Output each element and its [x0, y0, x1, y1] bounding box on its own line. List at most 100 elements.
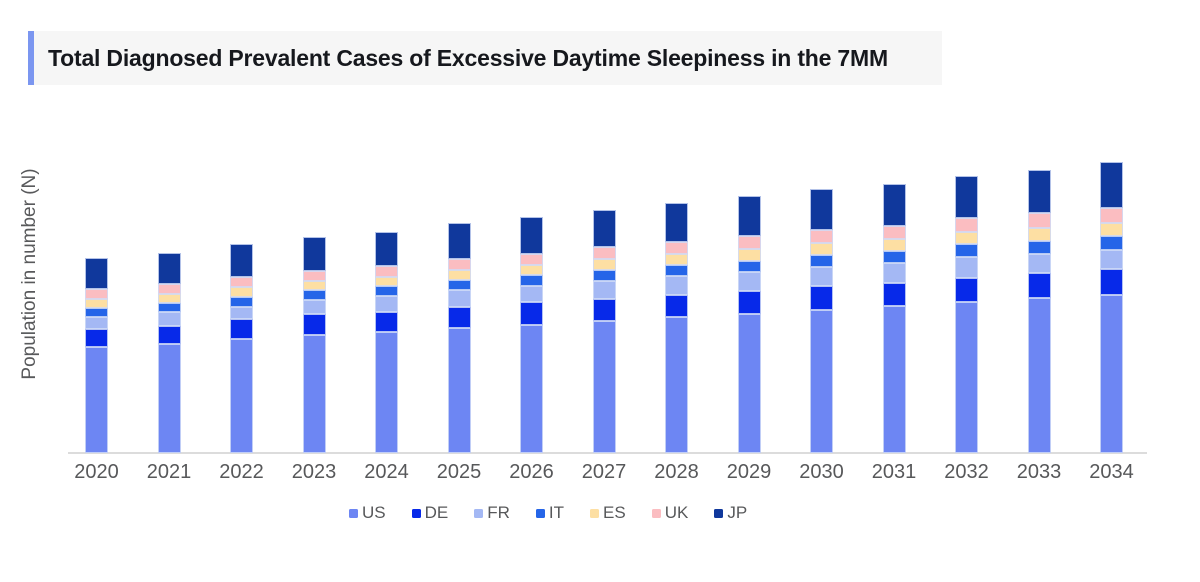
bar-segment-es-2022	[230, 287, 253, 297]
legend-item-jp[interactable]: JP	[714, 503, 747, 523]
bar-segment-it-2020	[85, 308, 108, 317]
title-accent-bar	[28, 31, 34, 85]
page-title: Total Diagnosed Prevalent Cases of Exces…	[48, 44, 888, 71]
legend-item-it[interactable]: IT	[535, 503, 565, 523]
x-tick-label-2020: 2020	[74, 461, 119, 483]
title-background: Total Diagnosed Prevalent Cases of Exces…	[34, 31, 942, 85]
bar-2028	[665, 203, 688, 453]
legend-label-it: IT	[548, 503, 565, 522]
x-tick-label-2033: 2033	[1016, 461, 1062, 483]
bar-segment-fr-2022	[230, 307, 253, 319]
bar-segment-fr-2030	[810, 267, 833, 286]
bar-segment-it-2027	[592, 270, 616, 281]
bar-segment-de-2025	[447, 307, 471, 328]
bar-segment-us-2028	[665, 317, 688, 453]
x-tick-label-2027: 2027	[581, 461, 627, 483]
legend-marker-es	[590, 508, 600, 518]
bar-segment-es-2023	[302, 281, 326, 290]
bar-segment-de-2032	[955, 278, 978, 302]
bar-segment-jp-2020	[85, 258, 108, 289]
legend-marker-uk	[651, 508, 661, 518]
bar-segment-fr-2027	[592, 281, 616, 299]
x-tick-label-2034: 2034	[1089, 461, 1134, 483]
legend-item-es[interactable]: ES	[590, 503, 626, 523]
bar-segment-es-2034	[1100, 223, 1123, 236]
legend-label-es: ES	[603, 503, 626, 522]
legend-label-de: DE	[424, 503, 449, 522]
legend-marker-fr	[474, 508, 484, 518]
bar-segment-jp-2030	[810, 189, 833, 230]
bar-segment-it-2032	[955, 244, 978, 257]
legend-item-de[interactable]: DE	[411, 503, 449, 523]
bar-segment-fr-2032	[955, 257, 978, 278]
bar-2031	[882, 184, 906, 453]
bar-segment-us-2030	[810, 310, 833, 453]
bar-segment-it-2025	[447, 280, 471, 290]
bar-segment-it-2026	[520, 275, 543, 286]
chart-legend: US DE FR IT ES UK JP	[349, 503, 747, 523]
bar-segment-it-2022	[230, 297, 253, 307]
bar-segment-de-2030	[810, 286, 833, 310]
bar-segment-uk-2029	[737, 236, 761, 249]
bar-2025	[447, 223, 471, 453]
bar-segment-jp-2031	[882, 184, 906, 226]
bar-segment-de-2023	[302, 314, 326, 335]
bar-segment-uk-2022	[230, 277, 253, 287]
bar-2032	[955, 176, 978, 453]
legend-item-uk[interactable]: UK	[651, 503, 688, 523]
bar-segment-es-2031	[882, 239, 906, 251]
x-tick-label-2032: 2032	[944, 461, 989, 483]
bar-segment-us-2025	[447, 328, 471, 453]
bar-segment-us-2032	[955, 302, 978, 453]
bar-segment-jp-2024	[375, 232, 398, 266]
bar-segment-jp-2021	[157, 253, 181, 284]
bar-segment-jp-2029	[737, 196, 761, 236]
bar-segment-it-2033	[1027, 241, 1051, 254]
bar-segment-es-2028	[665, 254, 688, 265]
bar-segment-uk-2021	[157, 284, 181, 294]
bar-segment-es-2026	[520, 265, 543, 275]
bar-segment-de-2021	[157, 326, 181, 344]
x-tick-label-2031: 2031	[871, 461, 917, 483]
bar-segment-us-2024	[375, 332, 398, 453]
bar-segment-us-2021	[157, 344, 181, 453]
legend-item-us[interactable]: US	[349, 503, 386, 523]
bar-segment-uk-2025	[447, 259, 471, 270]
bar-segment-de-2026	[520, 302, 543, 325]
bar-segment-fr-2029	[737, 272, 761, 291]
bar-segment-it-2030	[810, 255, 833, 267]
bar-segment-uk-2031	[882, 226, 906, 239]
bar-2030	[810, 189, 833, 453]
bar-segment-es-2027	[592, 259, 616, 270]
bar-segment-es-2024	[375, 277, 398, 286]
legend-label-fr: FR	[487, 503, 510, 522]
bar-segment-de-2028	[665, 295, 688, 317]
bar-segment-es-2033	[1027, 228, 1051, 241]
chart-header: Total Diagnosed Prevalent Cases of Exces…	[28, 31, 942, 85]
bar-segment-it-2028	[665, 265, 688, 276]
bar-segment-de-2033	[1027, 273, 1051, 298]
legend-item-fr[interactable]: FR	[474, 503, 510, 523]
bar-2023	[302, 237, 326, 453]
legend-marker-us	[349, 508, 358, 518]
bar-segment-es-2020	[85, 299, 108, 308]
bar-segment-it-2024	[375, 286, 398, 296]
bar-segment-jp-2027	[592, 210, 616, 247]
bar-segment-fr-2025	[447, 290, 471, 307]
bar-segment-jp-2033	[1027, 170, 1051, 213]
bar-segment-uk-2030	[810, 230, 833, 243]
bar-segment-uk-2024	[375, 266, 398, 277]
bar-segment-jp-2034	[1100, 162, 1123, 208]
bar-segment-fr-2026	[520, 286, 543, 302]
bar-2034	[1100, 162, 1123, 453]
bar-segment-fr-2031	[882, 263, 906, 283]
bar-segment-it-2021	[157, 303, 181, 312]
x-tick-label-2024: 2024	[364, 461, 409, 483]
bar-segment-it-2031	[882, 251, 906, 263]
bar-segment-de-2029	[737, 291, 761, 314]
bar-segment-jp-2022	[230, 244, 253, 277]
bar-segment-us-2022	[230, 339, 253, 453]
bar-segment-fr-2020	[85, 317, 108, 329]
bar-segment-de-2024	[375, 312, 398, 332]
x-tick-label-2030: 2030	[799, 461, 844, 483]
